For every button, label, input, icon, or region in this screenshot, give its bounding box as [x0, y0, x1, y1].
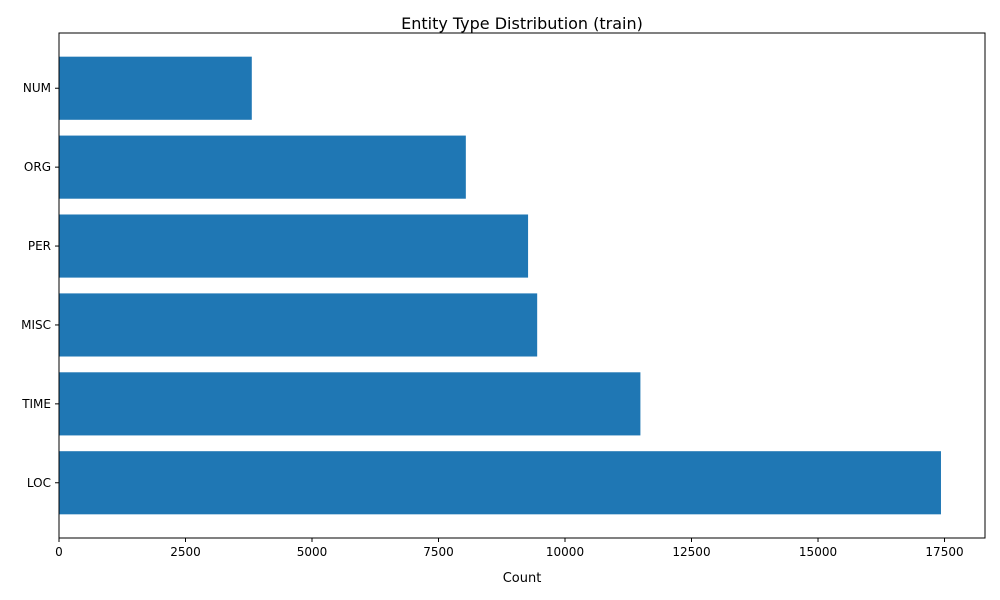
chart-title: Entity Type Distribution (train)	[401, 14, 643, 33]
bar-time	[59, 372, 641, 436]
bar-num	[59, 56, 252, 120]
bar-org	[59, 135, 466, 199]
x-tick-label: 15000	[799, 545, 837, 559]
plot-frame	[58, 32, 986, 539]
x-tick-label: 17500	[925, 545, 963, 559]
x-axis-ticks: 0 2500 5000 7500 10000 12500 15000 17500	[55, 538, 964, 559]
x-tick-label: 5000	[297, 545, 328, 559]
bar-misc	[59, 293, 538, 357]
x-tick-label: 0	[55, 545, 63, 559]
y-tick-label-misc: MISC	[21, 318, 51, 332]
y-tick-label-loc: LOC	[27, 476, 51, 490]
y-tick-label-num: NUM	[23, 81, 51, 95]
x-tick-label: 2500	[170, 545, 201, 559]
bar-per	[59, 214, 529, 278]
y-axis-ticks: LOC TIME MISC PER ORG NUM	[21, 81, 59, 490]
x-tick-label: 7500	[423, 545, 454, 559]
y-tick-label-time: TIME	[21, 397, 51, 411]
bar-loc	[59, 451, 941, 515]
y-tick-label-per: PER	[28, 239, 51, 253]
x-tick-label: 10000	[546, 545, 584, 559]
x-axis-label: Count	[503, 571, 542, 586]
bars-layer	[59, 56, 941, 515]
x-tick-label: 12500	[672, 545, 710, 559]
y-tick-label-org: ORG	[24, 160, 51, 174]
